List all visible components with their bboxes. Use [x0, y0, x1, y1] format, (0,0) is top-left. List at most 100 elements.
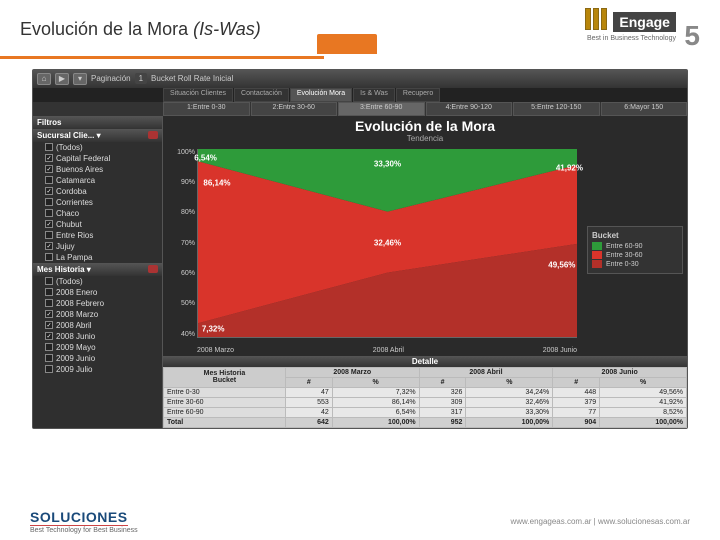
- detalle-cell: 309: [419, 397, 466, 407]
- filter-label: 2009 Mayo: [56, 343, 96, 352]
- chart-subtitle: Tendencia: [163, 134, 687, 145]
- checkbox-icon[interactable]: [45, 288, 53, 296]
- checkbox-icon[interactable]: [45, 165, 53, 173]
- chart-data-label: 41,92%: [556, 163, 583, 172]
- detalle-cell: 77: [553, 407, 600, 417]
- checkbox-icon[interactable]: [45, 231, 53, 239]
- mes-head[interactable]: Mes Historia ▾: [33, 263, 162, 276]
- chart-data-label: 6,54%: [194, 154, 217, 163]
- chart-data-label: 32,46%: [374, 238, 401, 247]
- tab-is-&-was[interactable]: Is & Was: [353, 88, 395, 102]
- bucket-tab[interactable]: 4:Entre 90-120: [426, 102, 513, 116]
- legend-swatch: [592, 260, 602, 268]
- checkbox-icon[interactable]: [45, 321, 53, 329]
- filter-item[interactable]: Chaco: [33, 208, 162, 219]
- checkbox-icon[interactable]: [45, 187, 53, 195]
- legend-head: Bucket: [592, 231, 678, 240]
- detalle-subcol: %: [600, 377, 687, 387]
- filter-item[interactable]: Capital Federal: [33, 153, 162, 164]
- x-tick: 2008 Abril: [373, 347, 404, 354]
- filter-item[interactable]: 2009 Junio: [33, 353, 162, 364]
- bucket-label: Bucket Roll Rate Inicial: [151, 74, 233, 83]
- y-tick: 50%: [163, 300, 195, 307]
- detalle-cell: 41,92%: [600, 397, 687, 407]
- detalle-cell: 8,52%: [600, 407, 687, 417]
- filter-item[interactable]: Chubut: [33, 219, 162, 230]
- chart-legend: Bucket Entre 60-90Entre 30-60Entre 0-30: [587, 226, 683, 274]
- tab-situación-clientes[interactable]: Situación Clientes: [163, 88, 233, 102]
- y-tick: 90%: [163, 179, 195, 186]
- reset-icon[interactable]: [148, 131, 158, 139]
- tab-evolución-mora[interactable]: Evolución Mora: [290, 88, 352, 102]
- bucket-tab[interactable]: 3:Entre 60-90: [338, 102, 425, 116]
- filter-item[interactable]: 2009 Julio: [33, 364, 162, 375]
- footer-brand: SOLUCIONES: [30, 509, 128, 526]
- filter-item[interactable]: La Pampa: [33, 252, 162, 263]
- accent-rule: [0, 56, 324, 59]
- dashboard-toolbar: ⌂ ▶ ▾ Paginación 1 Bucket Roll Rate Inic…: [33, 70, 687, 88]
- filter-item[interactable]: Buenos Aires: [33, 164, 162, 175]
- checkbox-icon[interactable]: [45, 253, 53, 261]
- filter-item[interactable]: 2008 Abril: [33, 320, 162, 331]
- filter-item[interactable]: 2008 Junio: [33, 331, 162, 342]
- detalle-total-cell: 100,00%: [600, 417, 687, 427]
- legend-swatch: [592, 251, 602, 259]
- checkbox-icon[interactable]: [45, 143, 53, 151]
- page-number: 5: [684, 20, 700, 51]
- reset-icon[interactable]: [148, 265, 158, 273]
- bucket-tab[interactable]: 2:Entre 30-60: [251, 102, 338, 116]
- filter-item[interactable]: 2008 Febrero: [33, 298, 162, 309]
- split-icon[interactable]: ▾: [73, 73, 87, 85]
- checkbox-icon[interactable]: [45, 343, 53, 351]
- tab-recupero[interactable]: Recupero: [396, 88, 440, 102]
- detalle-cell: 317: [419, 407, 466, 417]
- checkbox-icon[interactable]: [45, 220, 53, 228]
- brand-tag: Best in Business Technology: [585, 35, 676, 42]
- filter-item[interactable]: 2009 Mayo: [33, 342, 162, 353]
- filter-item[interactable]: (Todos): [33, 142, 162, 153]
- checkbox-icon[interactable]: [45, 176, 53, 184]
- nav-icon[interactable]: ▶: [55, 73, 69, 85]
- filter-label: Buenos Aires: [56, 165, 103, 174]
- bucket-tab[interactable]: 6:Mayor 150: [601, 102, 688, 116]
- filter-item[interactable]: Jujuy: [33, 241, 162, 252]
- legend-row: Entre 60-90: [592, 242, 678, 250]
- checkbox-icon[interactable]: [45, 365, 53, 373]
- detalle-total-cell: 100,00%: [466, 417, 553, 427]
- checkbox-icon[interactable]: [45, 242, 53, 250]
- filter-label: 2008 Enero: [56, 288, 97, 297]
- detalle-period: 2008 Abril: [419, 367, 553, 377]
- checkbox-icon[interactable]: [45, 354, 53, 362]
- home-icon[interactable]: ⌂: [37, 73, 51, 85]
- filter-label: Entre Rios: [56, 231, 93, 240]
- checkbox-icon[interactable]: [45, 332, 53, 340]
- checkbox-icon[interactable]: [45, 310, 53, 318]
- filter-item[interactable]: Cordoba: [33, 186, 162, 197]
- dashboard: ⌂ ▶ ▾ Paginación 1 Bucket Roll Rate Inic…: [32, 69, 688, 429]
- detalle-total-label: Total: [164, 417, 286, 427]
- tab-contactación[interactable]: Contactación: [234, 88, 289, 102]
- x-tick: 2008 Marzo: [197, 347, 234, 354]
- filter-item[interactable]: Catamarca: [33, 175, 162, 186]
- checkbox-icon[interactable]: [45, 154, 53, 162]
- bucket-tab[interactable]: 1:Entre 0-30: [163, 102, 250, 116]
- checkbox-icon[interactable]: [45, 277, 53, 285]
- filter-label: Chaco: [56, 209, 79, 218]
- detalle-cell: 553: [285, 397, 332, 407]
- chart-title: Evolución de la Mora: [163, 116, 687, 134]
- filter-item[interactable]: Corrientes: [33, 197, 162, 208]
- filter-item[interactable]: Entre Rios: [33, 230, 162, 241]
- detalle-row-label: Entre 60-90: [164, 407, 286, 417]
- detalle-rowhead: Mes HistoriaBucket: [164, 367, 286, 387]
- filter-item[interactable]: (Todos): [33, 276, 162, 287]
- detalle-period: 2008 Marzo: [285, 367, 419, 377]
- sucursal-head[interactable]: Sucursal Clie... ▾: [33, 129, 162, 142]
- bucket-tab[interactable]: 5:Entre 120-150: [513, 102, 600, 116]
- pag-select[interactable]: 1: [135, 73, 147, 84]
- filter-item[interactable]: 2008 Marzo: [33, 309, 162, 320]
- checkbox-icon[interactable]: [45, 198, 53, 206]
- pag-label: Paginación: [91, 74, 131, 83]
- checkbox-icon[interactable]: [45, 209, 53, 217]
- filter-item[interactable]: 2008 Enero: [33, 287, 162, 298]
- checkbox-icon[interactable]: [45, 299, 53, 307]
